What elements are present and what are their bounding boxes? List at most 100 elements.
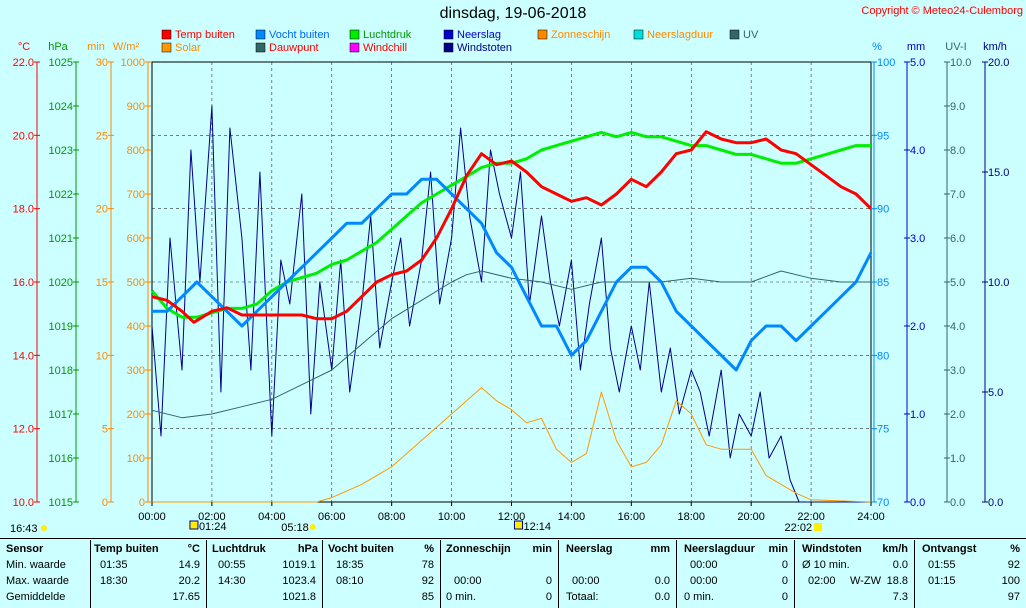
legend-swatch [443,29,454,40]
header-received-unit: % [1010,543,1020,555]
solar-axis-tick-label: 0 [139,497,145,509]
stats-col-humidity: Vocht buiten% 18:35 78 08:10 92 85 [322,540,441,608]
rain-axis-unit: mm [907,41,925,53]
x-tick-label: 00:00 [138,511,166,523]
sunshine-max-time: 00:00 [454,575,482,587]
series-temp-buiten [151,130,873,324]
temp-axis-tick-label: 16.0 [13,277,34,289]
x-tick-label: 12:00 [498,511,526,523]
sunshine-axis-tick-label: 20 [96,204,108,216]
temp-axis-tick-label: 18.0 [13,204,34,216]
legend-label: Temp buiten [175,29,235,41]
humidity-axis-tick-label: 75 [877,424,889,436]
legend-swatch [255,42,266,53]
header-rainduration: Neerslagduur [684,543,755,555]
rain-avg: 0.0 [654,591,670,603]
legend-label: Windchill [363,42,407,54]
gust-max-dir: W-ZW [850,575,881,587]
axes-layer: 22.020.018.016.014.012.010.0°C1025102410… [13,41,1010,523]
header-received: Ontvangst [922,543,977,555]
stats-col-rainduration: Neerslagduur min 00:00 0 00:00 0 0 min. 0 [676,540,795,608]
header-temp-unit: °C [187,543,200,555]
humidity-max-time: 08:10 [336,575,364,587]
humidity-axis-tick-label: 70 [877,497,889,509]
rain-axis-tick-label: 0.0 [910,497,925,509]
legend-label: Neerslagduur [647,29,713,41]
rain-axis-tick-label: 5.0 [910,57,925,69]
pressure-axis-tick-label: 1018 [49,365,73,377]
x-tick-label: 06:00 [318,511,346,523]
legend-swatch [161,29,172,40]
sunrise-icon [309,524,316,530]
temp-axis-tick-label: 10.0 [13,497,34,509]
legend-swatch [255,29,266,40]
humidity-axis-tick-label: 80 [877,350,889,362]
legend-item: Zonneschijn [537,29,610,41]
legend-item: Luchtdruk [349,29,412,41]
uv-axis-tick-label: 0.0 [950,497,965,509]
series-dauwpunt [151,270,871,419]
humidity-axis-tick-label: 90 [877,204,889,216]
solar-axis-unit: W/m² [113,41,140,53]
solar-axis-tick-label: 200 [127,409,145,421]
uv-axis-tick-label: 8.0 [950,145,965,157]
sun-markers: 16:43 01:24 12:14 05:18 22:02 [10,520,823,535]
legend-item: UV [729,29,759,41]
stats-col-temp: Temp buiten °C 01:35 14.9 18:30 20.2 17.65 [90,540,207,608]
header-temp: Temp buiten [94,543,159,555]
sunshine-axis-tick-label: 10 [96,350,108,362]
series-layer [150,105,873,503]
rainduration-max-time: 00:00 [690,575,718,587]
legend-label: Solar [175,42,201,54]
wind-axis-tick-label: 5.0 [988,387,1003,399]
legend-item: Vocht buiten [255,29,330,41]
temp-axis-tick-label: 14.0 [13,350,34,362]
moonrise-label: 16:43 [10,523,38,535]
uv-axis-tick-label: 2.0 [950,409,965,421]
pressure-axis-tick-label: 1023 [49,145,73,157]
rainduration-avg: 0 [781,591,788,603]
sunshine-axis-tick-label: 0 [102,497,108,509]
moon-icon [41,525,47,531]
x-tick-label: 24:00 [857,511,885,523]
moonset-label: 01:24 [199,521,227,533]
legend-swatch [633,29,644,40]
header-rainduration-unit: min [768,543,788,555]
legend-label: Vocht buiten [269,29,330,41]
rain-max: 0.0 [654,575,670,587]
pressure-max-time: 14:30 [218,575,246,587]
row-label-min: Min. waarde [6,559,66,571]
stats-col-sensor: Sensor Min. waarde Max. waarde Gemiddeld… [0,540,91,608]
solar-axis-tick-label: 300 [127,365,145,377]
x-tick-label: 14:00 [558,511,586,523]
solar-axis-tick-label: 100 [127,453,145,465]
sunshine-axis-unit: min [87,41,105,53]
solar-axis-tick-label: 700 [127,189,145,201]
gust-max: 18.8 [886,575,908,587]
received-min-time: 01:55 [928,559,956,571]
sunshine-axis-tick-label: 15 [96,277,108,289]
pressure-axis-tick-label: 1019 [49,321,73,333]
legend-swatch [349,29,360,40]
uv-axis-tick-label: 3.0 [950,365,965,377]
pressure-axis-tick-label: 1020 [49,277,73,289]
sunshine-axis-tick-label: 5 [102,424,108,436]
solar-axis-tick-label: 900 [127,101,145,113]
temp-max: 20.2 [178,575,200,587]
legend-swatch [349,42,360,53]
rain-axis-tick-label: 4.0 [910,145,925,157]
humidity-avg: 85 [421,591,434,603]
pressure-axis-tick-label: 1017 [49,409,73,421]
pressure-min-time: 00:55 [218,559,246,571]
x-tick-label: 16:00 [618,511,646,523]
legend-label: Dauwpunt [269,42,319,54]
legend-label: Zonneschijn [551,29,610,41]
header-rain: Neerslag [566,543,613,555]
x-tick-label: 22:00 [797,511,825,523]
statistics-table: Sensor Min. waarde Max. waarde Gemiddeld… [0,540,1026,608]
rain-axis-tick-label: 2.0 [910,321,925,333]
uv-axis-tick-label: 4.0 [950,321,965,333]
temp-axis-tick-label: 22.0 [13,57,34,69]
header-pressure-unit: hPa [297,543,318,555]
